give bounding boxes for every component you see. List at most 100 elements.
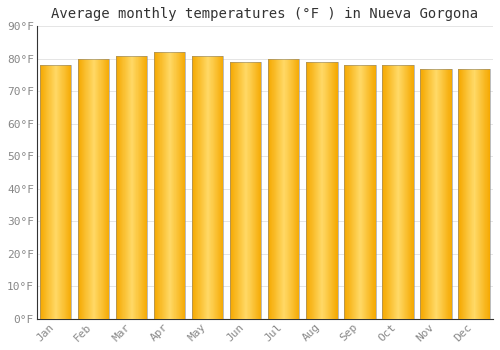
Bar bbox=[478, 69, 479, 319]
Bar bbox=[463, 69, 464, 319]
Bar bbox=[291, 59, 292, 319]
Bar bbox=[382, 65, 414, 319]
Bar bbox=[194, 56, 195, 319]
Bar bbox=[159, 52, 160, 319]
Bar bbox=[482, 69, 483, 319]
Bar bbox=[458, 69, 490, 319]
Bar bbox=[466, 69, 467, 319]
Bar bbox=[382, 65, 383, 319]
Bar bbox=[208, 56, 209, 319]
Bar bbox=[375, 65, 376, 319]
Bar bbox=[185, 52, 186, 319]
Bar bbox=[374, 65, 375, 319]
Bar bbox=[215, 56, 216, 319]
Bar bbox=[46, 65, 47, 319]
Bar bbox=[447, 69, 448, 319]
Bar bbox=[368, 65, 369, 319]
Bar bbox=[261, 62, 262, 319]
Bar bbox=[363, 65, 364, 319]
Bar bbox=[359, 65, 360, 319]
Bar bbox=[330, 62, 331, 319]
Bar bbox=[154, 52, 186, 319]
Bar bbox=[212, 56, 213, 319]
Bar bbox=[197, 56, 198, 319]
Bar bbox=[483, 69, 484, 319]
Bar bbox=[177, 52, 178, 319]
Bar bbox=[446, 69, 447, 319]
Bar bbox=[135, 56, 136, 319]
Bar bbox=[130, 56, 131, 319]
Bar bbox=[169, 52, 170, 319]
Bar bbox=[209, 56, 210, 319]
Bar bbox=[248, 62, 249, 319]
Bar bbox=[390, 65, 391, 319]
Bar bbox=[289, 59, 290, 319]
Bar bbox=[268, 59, 300, 319]
Bar bbox=[295, 59, 296, 319]
Bar bbox=[278, 59, 279, 319]
Bar bbox=[438, 69, 439, 319]
Bar bbox=[132, 56, 133, 319]
Bar bbox=[219, 56, 220, 319]
Bar bbox=[451, 69, 452, 319]
Bar bbox=[232, 62, 233, 319]
Bar bbox=[247, 62, 248, 319]
Bar bbox=[298, 59, 299, 319]
Bar bbox=[371, 65, 372, 319]
Bar bbox=[442, 69, 443, 319]
Bar bbox=[460, 69, 461, 319]
Bar bbox=[256, 62, 257, 319]
Bar bbox=[141, 56, 142, 319]
Bar bbox=[214, 56, 215, 319]
Bar bbox=[65, 65, 66, 319]
Bar bbox=[48, 65, 49, 319]
Bar bbox=[70, 65, 71, 319]
Bar bbox=[433, 69, 434, 319]
Bar bbox=[207, 56, 208, 319]
Bar bbox=[211, 56, 212, 319]
Bar bbox=[462, 69, 463, 319]
Bar bbox=[307, 62, 308, 319]
Bar bbox=[408, 65, 409, 319]
Bar bbox=[386, 65, 387, 319]
Bar bbox=[426, 69, 427, 319]
Bar bbox=[56, 65, 57, 319]
Bar bbox=[176, 52, 177, 319]
Bar bbox=[40, 65, 41, 319]
Bar bbox=[315, 62, 316, 319]
Bar bbox=[168, 52, 169, 319]
Bar bbox=[51, 65, 52, 319]
Bar bbox=[131, 56, 132, 319]
Bar bbox=[394, 65, 395, 319]
Bar bbox=[233, 62, 234, 319]
Bar bbox=[52, 65, 53, 319]
Bar bbox=[421, 69, 422, 319]
Bar bbox=[402, 65, 403, 319]
Bar bbox=[398, 65, 399, 319]
Bar bbox=[117, 56, 118, 319]
Bar bbox=[198, 56, 199, 319]
Bar bbox=[373, 65, 374, 319]
Bar bbox=[354, 65, 355, 319]
Bar bbox=[101, 59, 102, 319]
Bar bbox=[83, 59, 84, 319]
Bar bbox=[276, 59, 277, 319]
Bar bbox=[116, 56, 148, 319]
Bar bbox=[49, 65, 50, 319]
Bar bbox=[428, 69, 430, 319]
Bar bbox=[243, 62, 244, 319]
Bar bbox=[120, 56, 121, 319]
Bar bbox=[165, 52, 166, 319]
Bar bbox=[311, 62, 312, 319]
Bar bbox=[445, 69, 446, 319]
Bar bbox=[57, 65, 58, 319]
Bar bbox=[201, 56, 202, 319]
Bar bbox=[413, 65, 414, 319]
Bar bbox=[84, 59, 85, 319]
Bar bbox=[420, 69, 452, 319]
Bar bbox=[92, 59, 93, 319]
Bar bbox=[126, 56, 127, 319]
Bar bbox=[308, 62, 309, 319]
Bar bbox=[441, 69, 442, 319]
Bar bbox=[205, 56, 206, 319]
